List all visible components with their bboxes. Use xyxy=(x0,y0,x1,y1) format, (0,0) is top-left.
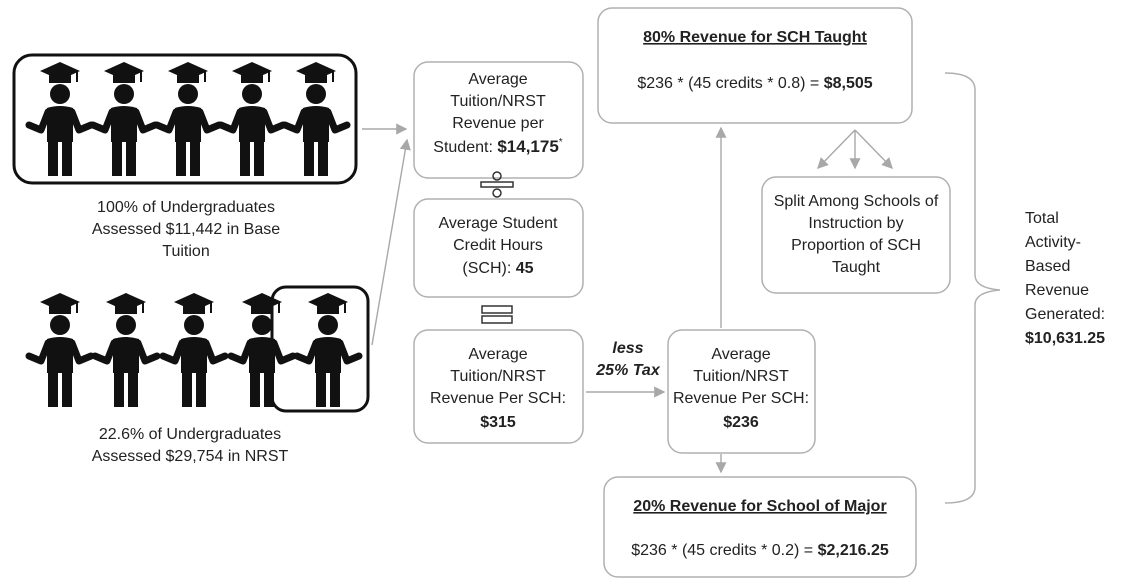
caption: Assessed $29,754 in NRST xyxy=(92,448,289,465)
tax-label: 25% Tax xyxy=(595,362,661,379)
box-text: Instruction by xyxy=(808,215,903,232)
box-text: Revenue Per SCH: xyxy=(430,390,566,407)
box-text: Tuition/NRST xyxy=(450,368,546,385)
arrow xyxy=(371,138,411,346)
formula: $236 * (45 credits * 0.8) = $8,505 xyxy=(637,75,872,92)
box xyxy=(603,476,917,578)
box-title: 80% Revenue for SCH Taught xyxy=(643,29,867,46)
box-text: (SCH): 45 xyxy=(462,260,533,277)
total-text: Revenue xyxy=(1025,282,1089,299)
box-text: Average xyxy=(468,346,527,363)
box-text: Credit Hours xyxy=(453,237,543,254)
label: Student: xyxy=(433,139,493,156)
box-text: Split Among Schools of xyxy=(774,193,939,210)
arrow xyxy=(854,129,893,170)
box-text: Average xyxy=(468,71,527,88)
total-text: Activity- xyxy=(1025,234,1081,251)
value: 45 xyxy=(516,260,534,277)
arrow xyxy=(817,129,856,170)
divide-symbol xyxy=(480,171,514,198)
value: $14,175 xyxy=(497,137,558,156)
note: * xyxy=(559,137,563,148)
box xyxy=(413,329,584,444)
formula: $236 * (45 credits * 0.2) = $2,216.25 xyxy=(631,542,889,559)
highlight-frame xyxy=(270,285,370,413)
student-icons xyxy=(29,293,359,407)
box-text: Taught xyxy=(832,259,881,276)
value: $8,505 xyxy=(824,75,873,92)
equals-symbol xyxy=(481,305,513,324)
box xyxy=(597,7,913,124)
caption: Tuition xyxy=(162,243,209,260)
tax-label: less xyxy=(612,340,643,357)
formula-text: $236 * (45 credits * 0.8) = xyxy=(637,75,819,92)
box-text: Average xyxy=(711,346,770,363)
box-text: Student: $14,175* xyxy=(433,137,563,156)
box xyxy=(413,61,584,179)
total-text: Total xyxy=(1025,210,1059,227)
total-text: Generated: xyxy=(1025,306,1105,323)
formula-text: $236 * (45 credits * 0.2) = xyxy=(631,542,813,559)
total-text: Based xyxy=(1025,258,1070,275)
box xyxy=(667,329,816,454)
box-text: Average Student xyxy=(439,215,558,232)
box-text: Proportion of SCH xyxy=(791,237,921,254)
bracket xyxy=(944,72,1001,504)
value: $315 xyxy=(480,414,516,431)
box-title: 20% Revenue for School of Major xyxy=(633,498,886,515)
total-value: $10,631.25 xyxy=(1025,330,1105,347)
box xyxy=(413,198,584,298)
box-text: Revenue Per SCH: xyxy=(673,390,809,407)
box xyxy=(761,176,951,294)
caption: 22.6% of Undergraduates xyxy=(99,426,281,443)
caption: 100% of Undergraduates xyxy=(97,199,275,216)
value: $236 xyxy=(723,414,759,431)
box-text: Tuition/NRST xyxy=(450,93,546,110)
label: (SCH): xyxy=(462,260,511,277)
student-icons xyxy=(29,62,347,176)
value: $2,216.25 xyxy=(818,542,889,559)
group-frame xyxy=(12,53,358,185)
caption: Assessed $11,442 in Base xyxy=(92,221,280,238)
box-text: Revenue per xyxy=(452,115,544,132)
box-text: Tuition/NRST xyxy=(693,368,789,385)
